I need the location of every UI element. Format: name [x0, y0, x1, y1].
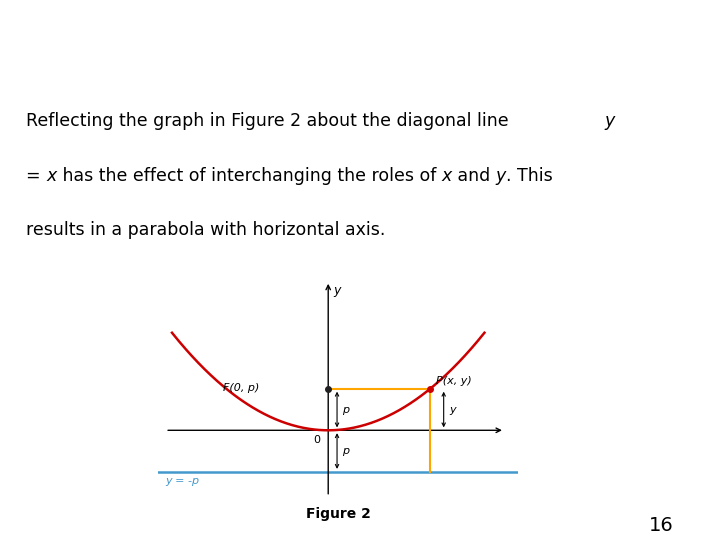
Text: has the effect of interchanging the roles of: has the effect of interchanging the role…	[57, 166, 441, 185]
Text: p: p	[342, 446, 349, 456]
Text: y: y	[495, 166, 505, 185]
Text: Reflecting the graph in Figure 2 about the diagonal line: Reflecting the graph in Figure 2 about t…	[26, 112, 509, 131]
Text: y = -p: y = -p	[165, 476, 199, 486]
Text: Equations and Graphs of Parabolas: Equations and Graphs of Parabolas	[18, 21, 595, 49]
Text: x: x	[46, 166, 57, 185]
Text: y: y	[605, 112, 615, 131]
Text: . This: . This	[505, 166, 552, 185]
Text: and: and	[451, 166, 495, 185]
Text: F(0, p): F(0, p)	[223, 383, 259, 393]
Text: =: =	[26, 166, 46, 185]
Text: results in a parabola with horizontal axis.: results in a parabola with horizontal ax…	[26, 220, 386, 239]
Text: y: y	[449, 404, 456, 415]
Text: P(x, y): P(x, y)	[436, 376, 472, 386]
Text: 16: 16	[649, 516, 674, 535]
Text: p: p	[342, 404, 349, 415]
Text: 0: 0	[313, 435, 320, 445]
Text: Figure 2: Figure 2	[306, 507, 371, 521]
Text: y: y	[333, 284, 341, 296]
Text: x: x	[441, 166, 451, 185]
